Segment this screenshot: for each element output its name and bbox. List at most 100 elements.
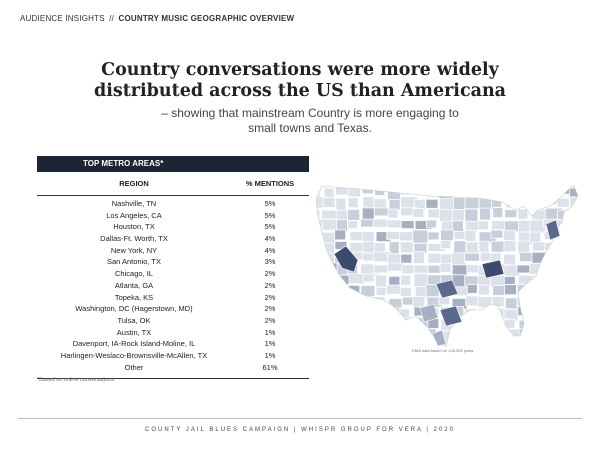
dma-region: [466, 176, 483, 185]
table-row: Washington, DC (Hagerstown, MD) 2%: [37, 303, 309, 315]
dma-region: [316, 306, 321, 316]
dma-region: [568, 306, 578, 319]
dma-region: [362, 328, 375, 338]
dma-region: [555, 297, 570, 311]
dma-region: [465, 220, 479, 231]
dma-region: [556, 197, 570, 208]
dma-region: [542, 319, 560, 330]
us-map-svg: [315, 176, 585, 356]
row-mentions: 2%: [264, 292, 276, 302]
dma-region: [555, 262, 571, 277]
dma-region: [387, 307, 402, 321]
dma-region: [451, 220, 464, 234]
table-row: San Antonio, TX 3%: [37, 256, 309, 268]
dma-region: [375, 339, 388, 346]
dma-region: [316, 339, 326, 346]
dma-region: [374, 330, 393, 343]
dma-region: [438, 296, 451, 306]
dma-region: [583, 219, 585, 227]
dma-region: [427, 208, 442, 219]
dma-region: [348, 273, 366, 285]
column-mentions: % MENTIONS: [245, 179, 295, 188]
dma-region: [516, 264, 531, 274]
row-mentions: 5%: [264, 210, 276, 220]
dma-region: [478, 317, 496, 329]
dma-region: [412, 330, 425, 344]
column-region: REGION: [119, 179, 149, 188]
dma-region: [478, 351, 489, 356]
row-mentions: 1%: [264, 350, 276, 360]
row-region: Davenport, IA-Rock Island-Moline, IL: [72, 339, 196, 349]
row-mentions: 4%: [264, 245, 276, 255]
dma-region: [453, 231, 466, 240]
row-region: Harlingen-Weslaco-Brownsville-McAllen, T…: [60, 350, 208, 360]
highlighted-dma: [439, 305, 463, 327]
dma-region: [316, 186, 321, 199]
map-note: DMA data based on 128,269 posts: [412, 348, 474, 353]
dma-region: [464, 230, 477, 242]
dma-region: [583, 208, 585, 218]
dma-region: [316, 242, 325, 257]
dma-region: [583, 308, 585, 321]
dma-region: [480, 187, 498, 199]
dma-region: [465, 295, 480, 307]
dma-region: [425, 186, 444, 187]
dma-region: [503, 240, 517, 252]
us-outline: [315, 185, 579, 347]
dma-region: [477, 284, 490, 296]
dma-region: [556, 186, 572, 195]
dma-region: [373, 207, 390, 217]
dma-region: [360, 339, 374, 346]
dma-region: [584, 254, 585, 264]
dma-region: [316, 264, 328, 278]
dma-region: [568, 284, 578, 297]
row-region: Topeka, KS: [114, 292, 154, 302]
dma-region: [399, 241, 414, 254]
dma-region: [373, 198, 387, 210]
dma-region: [492, 330, 510, 342]
section-header: AUDIENCE INSIGHTS // COUNTRY MUSIC GEOGR…: [20, 14, 294, 23]
dma-region: [542, 330, 559, 341]
dma-region: [466, 284, 478, 294]
dma-region: [532, 353, 546, 356]
dma-region: [413, 251, 425, 264]
highlighted-dma: [481, 259, 505, 279]
dma-region: [321, 262, 338, 276]
highlighted-dma: [545, 219, 561, 241]
highlighted-dma: [431, 329, 447, 347]
dma-region: [361, 351, 374, 356]
dma-region: [335, 197, 347, 211]
dma-region: [492, 340, 504, 346]
dma-region: [568, 242, 578, 253]
dma-region: [386, 219, 402, 229]
dma-region: [492, 351, 504, 356]
table-row: Nashville, TN 5%: [37, 198, 309, 210]
dma-region: [452, 353, 468, 356]
dma-region: [440, 229, 454, 242]
row-mentions: 1%: [264, 327, 276, 337]
table-row: Atlanta, GA 2%: [37, 280, 309, 292]
dma-region: [388, 198, 401, 211]
dma-region: [532, 198, 545, 210]
dma-region: [545, 339, 556, 346]
dma-region: [322, 284, 340, 295]
dma-region: [387, 187, 401, 201]
dma-region: [428, 353, 440, 356]
dma-region: [504, 209, 518, 219]
row-mentions: 4%: [264, 234, 276, 244]
table-row: Houston, TX 5%: [37, 221, 309, 233]
dma-region: [316, 296, 324, 307]
dma-region: [529, 330, 543, 340]
dma-region: [427, 231, 440, 241]
dma-region: [531, 308, 547, 321]
dma-region: [556, 339, 570, 346]
dma-region: [374, 351, 390, 356]
dma-region: [451, 264, 468, 277]
dma-region: [322, 353, 334, 356]
dma-region: [363, 177, 374, 185]
dma-region: [400, 351, 410, 356]
dma-region: [347, 197, 359, 209]
dma-region: [316, 186, 323, 187]
footer-rule: [18, 418, 582, 419]
table-row: New York, NY 4%: [37, 245, 309, 257]
